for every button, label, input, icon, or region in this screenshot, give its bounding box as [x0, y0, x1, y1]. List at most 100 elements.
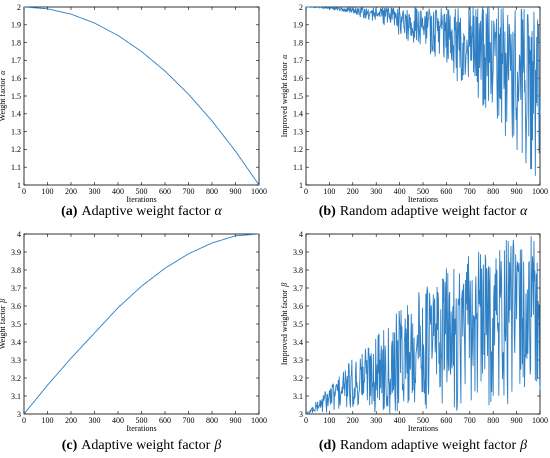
y-tick-label: 1.9: [11, 21, 21, 30]
y-tick-label: 1.9: [293, 21, 303, 30]
x-axis-label: Iterations: [126, 195, 156, 204]
x-tick-label: 500: [417, 416, 429, 425]
x-axis-label: Iterations: [408, 424, 438, 433]
y-axis-label: Improved weight factorβ: [280, 283, 289, 366]
x-tick-label: 800: [487, 416, 499, 425]
panel-caption-symbol: β: [519, 438, 527, 453]
y-tick-label: 3.7: [293, 284, 303, 293]
x-tick-label: 300: [89, 187, 101, 196]
y-tick-label: 3.9: [293, 248, 303, 257]
x-axis-label: Iterations: [408, 195, 438, 204]
y-tick-label: 3.4: [293, 338, 303, 347]
x-tick-label: 700: [464, 187, 476, 196]
series-line: [23, 233, 260, 415]
x-tick-label: 600: [159, 416, 171, 425]
x-tick-label: 1000: [532, 416, 548, 425]
y-axis-label-text: Improved weight factor: [280, 289, 289, 365]
x-tick-label: 200: [65, 416, 77, 425]
series-line: [305, 236, 541, 415]
y-axis-label-text: Weight factor: [0, 77, 7, 121]
x-tick-label: 100: [42, 416, 54, 425]
y-tick-label: 3.2: [11, 374, 21, 383]
y-tick-label: 3.6: [11, 302, 21, 311]
x-tick-label: 600: [440, 187, 452, 196]
panel-caption-text: Adaptive weight factor: [81, 204, 210, 219]
y-tick-label: 2: [17, 3, 21, 12]
y-tick-label: 3.4: [11, 338, 21, 347]
x-tick-label: 300: [370, 187, 382, 196]
x-tick-label: 500: [417, 187, 429, 196]
y-axis-label: Weight factorβ: [0, 299, 7, 350]
panel-caption-text: Adaptive weight factor: [81, 438, 210, 453]
y-tick-label: 1.7: [293, 56, 303, 65]
y-axis-label-symbol: β: [280, 283, 289, 288]
y-tick-label: 4: [17, 230, 21, 239]
series-line: [306, 5, 541, 176]
x-tick-label: 800: [487, 187, 499, 196]
y-tick-label: 1.8: [11, 38, 21, 47]
x-tick-label: 400: [112, 187, 124, 196]
x-axis-label: Iterations: [126, 424, 156, 433]
panel-caption: (a) Adaptive weight factor α: [61, 204, 222, 219]
y-axis-label: Weight factor α: [0, 70, 7, 122]
x-tick-label: 200: [65, 187, 77, 196]
y-axis-label-symbol: α: [280, 54, 289, 59]
x-tick-label: 900: [230, 416, 242, 425]
y-tick-label: 1: [299, 181, 303, 190]
y-tick-label: 2: [299, 3, 303, 12]
y-tick-label: 4: [299, 230, 303, 239]
x-tick-label: 1000: [251, 187, 267, 196]
plot-frame: [23, 233, 260, 415]
x-tick-label: 400: [394, 187, 406, 196]
y-tick-label: 1.6: [293, 74, 303, 83]
y-tick-label: 3.3: [293, 356, 303, 365]
chart-panel-b: 0 100 200 300 400 500 600 700 800 900 1000 1 1.1 1.2 1…: [280, 3, 548, 219]
x-tick-label: 400: [112, 416, 124, 425]
y-axis-label-symbol: β: [0, 299, 7, 304]
y-tick-label: 1.4: [11, 110, 21, 119]
x-tick-label: 300: [89, 416, 101, 425]
y-tick-label: 3.3: [11, 356, 21, 365]
y-tick-label: 3: [299, 410, 303, 419]
series-line: [23, 6, 260, 186]
x-tick-label: 700: [183, 187, 195, 196]
y-tick-label: 1.1: [11, 163, 21, 172]
y-tick-label: 1.4: [293, 110, 303, 119]
y-tick-label: 3.8: [293, 266, 303, 275]
y-axis-label-symbol: α: [0, 70, 7, 75]
y-tick-label: 1.1: [293, 163, 303, 172]
x-tick-label: 1000: [532, 187, 548, 196]
panel-caption: (d) Random adaptive weight factor β: [319, 438, 527, 453]
x-tick-label: 300: [370, 416, 382, 425]
y-tick-label: 1.2: [293, 145, 303, 154]
x-tick-label: 600: [159, 187, 171, 196]
x-tick-label: 1000: [251, 416, 267, 425]
panel-caption-text: Random adaptive weight factor: [340, 204, 516, 219]
y-axis-label: Improved weight factor α: [280, 54, 289, 138]
y-tick-label: 1.6: [11, 74, 21, 83]
y-tick-label: 1.7: [11, 56, 21, 65]
y-tick-label: 3.2: [293, 374, 303, 383]
panel-caption-label: (b): [319, 204, 336, 219]
x-tick-label: 0: [304, 416, 308, 425]
y-tick-label: 3.1: [11, 392, 21, 401]
y-tick-label: 3.6: [293, 302, 303, 311]
y-tick-label: 1.8: [293, 38, 303, 47]
x-tick-label: 800: [206, 416, 218, 425]
y-tick-label: 3: [17, 410, 21, 419]
panel-caption: (b) Random adaptive weight factor α: [319, 204, 528, 219]
panel-caption-label: (d): [319, 438, 336, 453]
x-tick-label: 0: [22, 416, 26, 425]
y-tick-label: 1: [17, 181, 21, 190]
y-tick-label: 3.7: [11, 284, 21, 293]
x-tick-label: 800: [206, 187, 218, 196]
x-tick-label: 200: [347, 416, 359, 425]
x-tick-label: 500: [136, 416, 148, 425]
y-tick-label: 3.1: [293, 392, 303, 401]
y-tick-label: 1.2: [11, 145, 21, 154]
chart-panel-c: 0 100 200 300 400 500 600 700 800 900 1000 3 3.1 3.2 3…: [0, 230, 267, 453]
y-tick-label: 1.5: [293, 92, 303, 101]
y-axis-label-text: Weight factor: [0, 305, 7, 349]
x-tick-label: 0: [22, 187, 26, 196]
